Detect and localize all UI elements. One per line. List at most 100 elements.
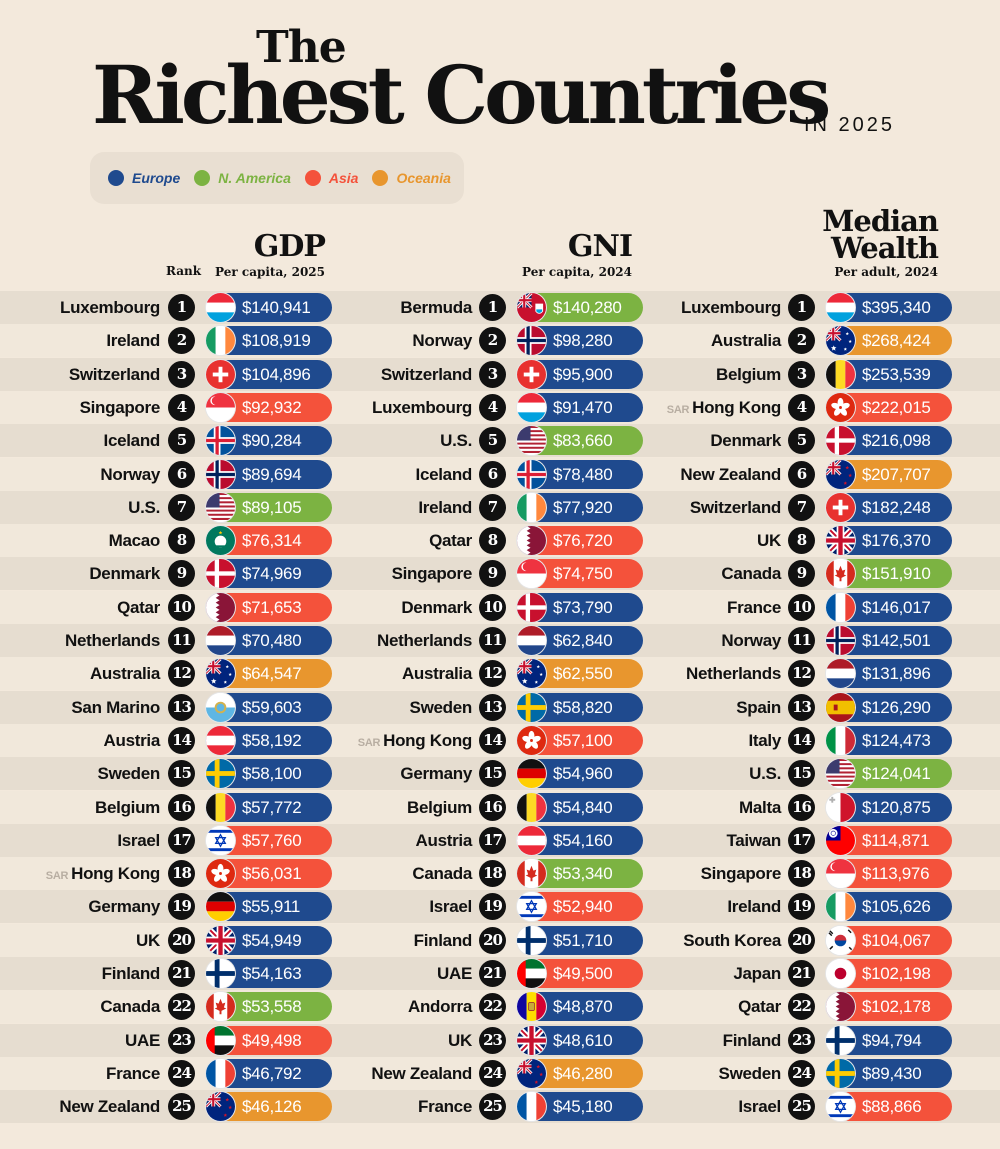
gni-country-name: Denmark [401, 597, 472, 617]
wealth-country-label: UK [581, 524, 781, 557]
gni-row: New Zealand 24 $46,280 [0, 1057, 1000, 1090]
gdp-row: Ireland 2 $108,919 [0, 324, 1000, 357]
gdp-country-label: Finland [0, 957, 161, 990]
wealth-rank-badge: 19 [788, 893, 815, 921]
legend-label-namerica: N. America [218, 170, 291, 186]
wealth-rank-badge: 11 [788, 627, 815, 654]
gdp-country-name: Switzerland [68, 364, 160, 384]
gni-subtitle: Per capita, 2024 [522, 265, 632, 279]
gni-rank-badge: 6 [479, 460, 506, 488]
wealth-country-label: Qatar [581, 990, 781, 1023]
flag-at-icon [516, 824, 547, 856]
wealth-row: Qatar 22 $102,178 [0, 990, 1000, 1023]
wealth-rank-badge: 15 [788, 760, 815, 788]
flag-sm-icon [205, 691, 236, 723]
wealth-rank-badge: 21 [788, 960, 815, 987]
gni-country-name: Bermuda [400, 298, 472, 317]
gni-country-label: UK [272, 1024, 472, 1057]
gdp-row: UAE 23 $49,498 [0, 1024, 1000, 1057]
flag-dk-icon [205, 558, 236, 590]
gni-country-label: Israel [272, 890, 472, 923]
flag-es-icon [825, 691, 856, 723]
wealth-rank-badge: 22 [788, 993, 815, 1021]
wealth-row: Luxembourg 1 $395,340 [0, 291, 1000, 324]
gni-country-label: Netherlands [272, 624, 472, 657]
wealth-row: Switzerland 7 $182,248 [0, 491, 1000, 524]
flag-fr-icon [825, 591, 856, 623]
page-title: Richest Countries [92, 48, 831, 142]
legend-label-oceania: Oceania [396, 170, 451, 186]
gdp-row: Denmark 9 $74,969 [0, 557, 1000, 590]
gdp-rank-badge: 10 [168, 593, 195, 621]
gdp-rank-badge: 6 [168, 460, 195, 488]
flag-mo-icon [205, 525, 236, 557]
gni-row: UAE 21 $49,500 [0, 957, 1000, 990]
flag-be-icon [205, 791, 236, 823]
gni-rank-badge: 24 [479, 1059, 506, 1087]
wealth-rank-badge: 16 [788, 793, 815, 821]
flag-ae-icon [205, 1024, 236, 1056]
gni-country-label: U.S. [272, 424, 472, 457]
gdp-country-label: UAE [0, 1024, 160, 1057]
flag-gb-icon [825, 525, 856, 557]
wealth-country-label: New Zealand [581, 458, 781, 491]
gdp-country-name: New Zealand [59, 1097, 160, 1117]
flag-it-icon [825, 724, 856, 756]
gdp-row: Switzerland 3 $104,896 [0, 358, 1000, 391]
title-the: The [256, 22, 347, 73]
wealth-country-name: Singapore [700, 864, 782, 884]
gdp-country-label: Singapore [0, 391, 161, 424]
gdp-country-name: San Marino [71, 697, 160, 717]
gdp-sar-prefix: SAR [45, 870, 69, 883]
gdp-country-label: New Zealand [0, 1090, 160, 1123]
gni-rank-badge: 4 [479, 393, 506, 421]
gdp-rank-badge: 8 [168, 527, 195, 555]
gni-country-name: Australia [401, 664, 472, 684]
wealth-row: SAR Hong Kong 4 $222,015 [0, 391, 1000, 424]
gdp-rank-badge: 18 [168, 860, 195, 888]
gni-rank-badge: 25 [479, 1093, 506, 1121]
gni-country-name: Luxembourg [372, 397, 472, 417]
gdp-rank-badge: 17 [168, 826, 195, 854]
gni-rank-badge: 8 [479, 527, 506, 555]
gdp-row: Finland 21 $54,163 [0, 957, 1000, 990]
gdp-country-name: Norway [100, 464, 160, 484]
gdp-rank-badge: 4 [168, 393, 195, 421]
wealth-row: New Zealand 6 $207,707 [0, 458, 1000, 491]
gdp-country-label: France [0, 1057, 160, 1090]
gdp-country-name: Belgium [95, 797, 160, 817]
gdp-country-label: SAR Hong Kong [0, 857, 161, 890]
gni-row: Sweden 13 $58,820 [0, 691, 1000, 724]
legend-dot-namerica [194, 170, 211, 186]
flag-ie-icon [205, 325, 236, 357]
wealth-title-line1: Median [822, 204, 939, 238]
flag-mt-icon [825, 791, 856, 823]
gdp-country-name: Denmark [89, 564, 160, 584]
gni-country-label: New Zealand [272, 1057, 472, 1090]
wealth-row: Japan 21 $102,198 [0, 957, 1000, 990]
gni-country-label: Finland [272, 924, 473, 957]
gni-row: Australia 12 $62,550 [0, 657, 1000, 690]
gni-country-name: Norway [412, 331, 472, 351]
gdp-rank-badge: 20 [168, 926, 195, 954]
wealth-country-name: Finland [722, 1030, 782, 1050]
gdp-rank-badge: 24 [168, 1059, 195, 1087]
wealth-rank-badge: 12 [788, 660, 815, 688]
flag-nl-icon [516, 625, 547, 656]
gdp-country-name: Finland [101, 964, 161, 983]
gni-country-label: Qatar [272, 524, 472, 557]
flag-is-icon [205, 425, 236, 457]
gdp-country-label: Australia [0, 657, 160, 690]
wealth-row: Finland 23 $94,794 [0, 1024, 1000, 1057]
wealth-country-label: Luxembourg [581, 291, 781, 324]
gdp-row: Qatar 10 $71,653 [0, 591, 1000, 624]
wealth-row: Ireland 19 $105,626 [0, 890, 1000, 923]
gni-country-name: Finland [413, 930, 473, 950]
legend-label-asia: Asia [328, 170, 359, 186]
wealth-country-label: Spain [581, 691, 781, 724]
wealth-row: Belgium 3 $253,539 [0, 358, 1000, 391]
gni-row: Israel 19 $52,940 [0, 890, 1000, 923]
gni-rank-badge: 9 [479, 560, 506, 588]
gdp-country-label: Norway [0, 458, 160, 491]
gni-country-label: Sweden [272, 691, 473, 724]
